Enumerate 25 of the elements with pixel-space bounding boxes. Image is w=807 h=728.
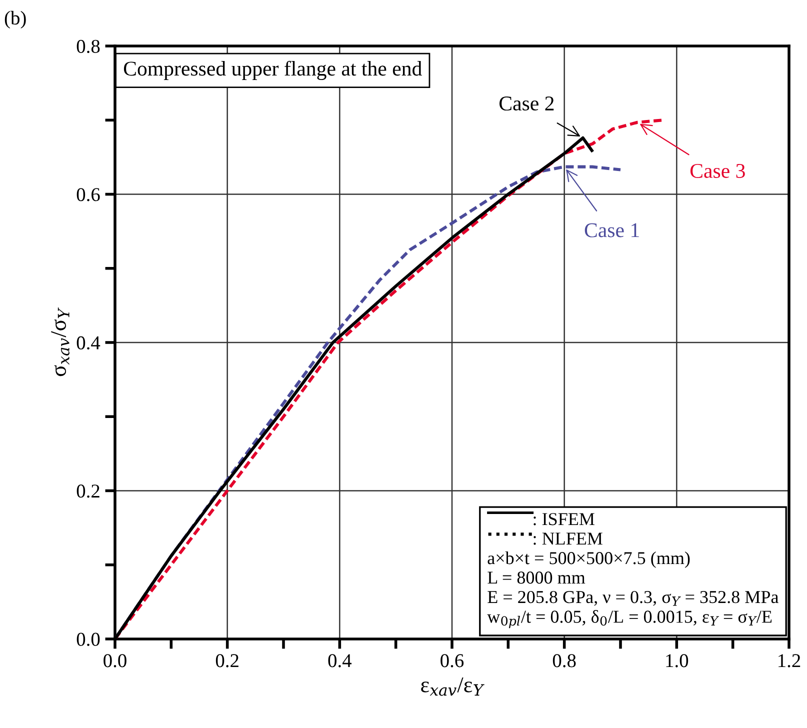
y-tick-label: 0.4 [76,336,100,350]
x-tick-label: 0.8 [552,654,576,668]
x-tick-label: 0.2 [216,654,238,668]
text: Case 3 [690,164,745,178]
x-axis-title: ε$_{xav}$/ε$_{Y}$ [421,677,484,696]
x-tick-label: 0.0 [104,654,126,668]
annotation: : ISFEM [534,513,594,526]
y-tick-label: 0.8 [76,40,100,54]
annotation: E = 205.8 GPa, ν = 0.3, σ$_{Y}$ = 352.8 MPa [488,590,779,606]
series-label: Case 2 [499,96,554,111]
text: (b) [4,10,26,29]
annotation: a×b×t = 500×500×7.5 (mm) [488,552,690,568]
y-tick-label: 0.2 [76,484,100,498]
legend-label: Case 1 [584,223,639,238]
x-tick-label: 1.2 [778,654,800,668]
text: w$_{0pl}$/t = 0.05, δ$_{0}$/L = 0.0015, ε$_{Y}$ = σ$_{Y}$/E [487,610,772,628]
x-tick-label: 1.0 [666,654,688,668]
y-axis-title: σ$_{xav}$/σ$_{Y}$ [51,307,70,376]
annotation: : NLFEM [534,532,602,545]
x-tick-label: 0.6 [440,654,464,668]
x-tick-label: 0.4 [328,654,352,668]
annotation: L = 8000 mm [488,572,586,584]
annotation: Compressed upper flange at the end [124,60,422,80]
y-tick-label: 0.6 [76,188,100,202]
y-tick-label: 0.0 [76,632,100,646]
